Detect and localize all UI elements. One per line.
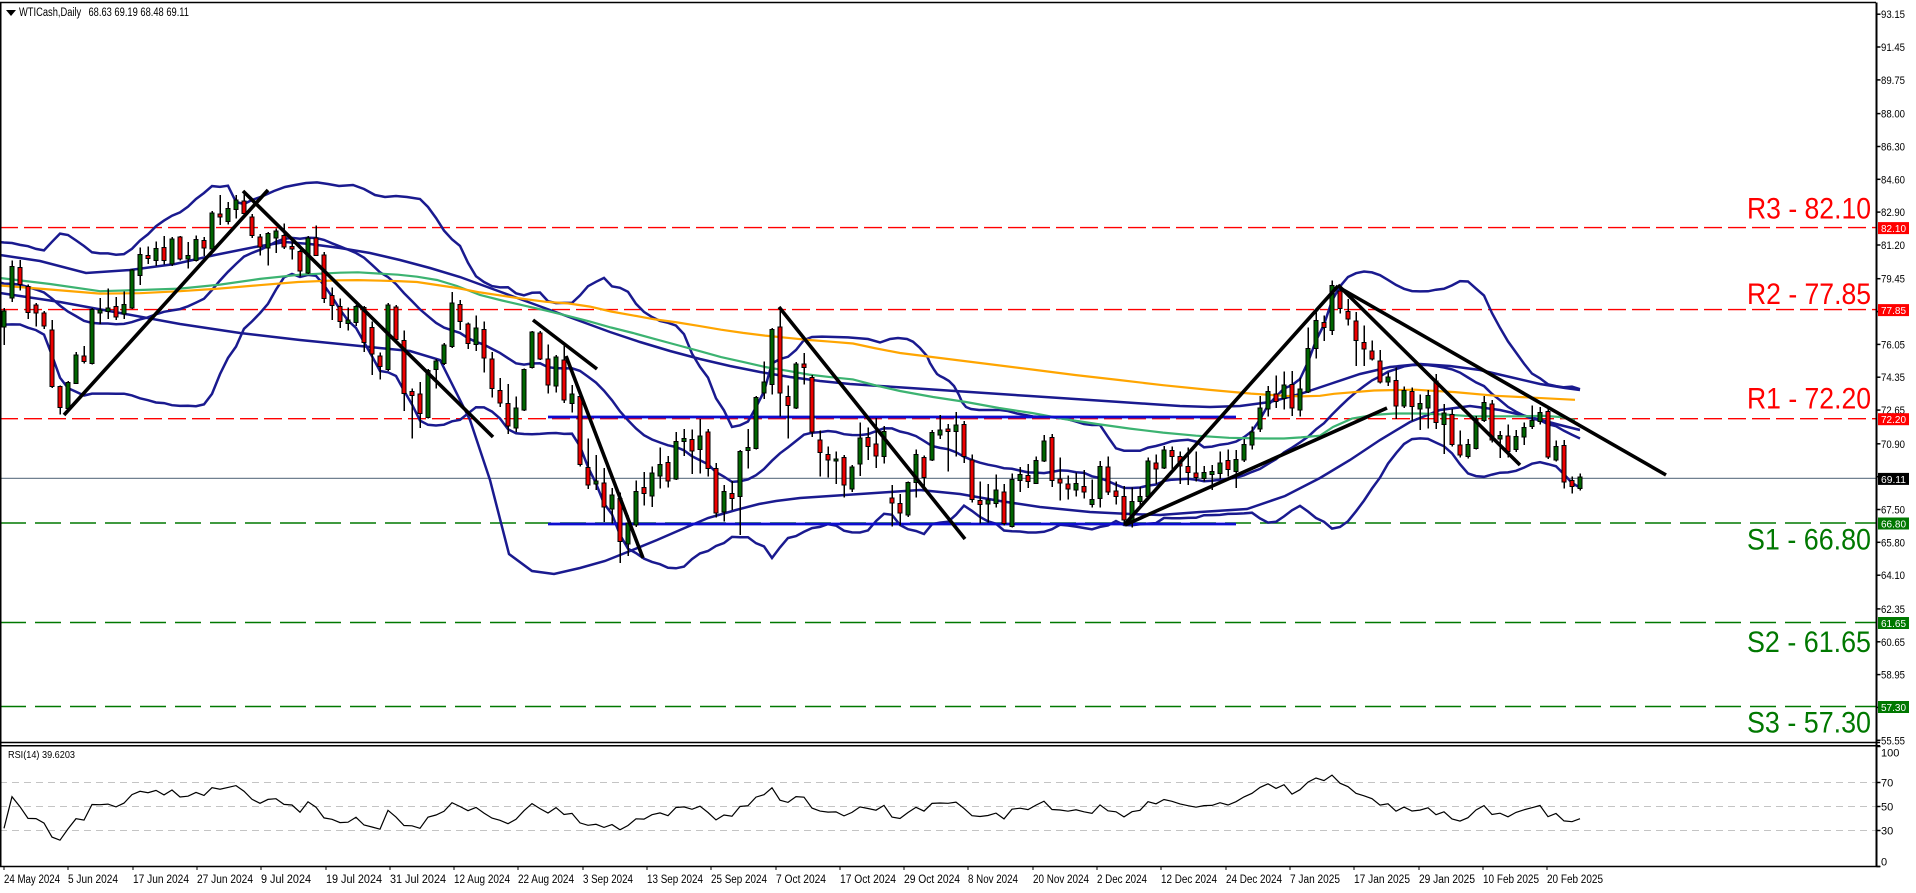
svg-text:20 Nov 2024: 20 Nov 2024	[1033, 874, 1090, 886]
svg-text:60.65: 60.65	[1881, 637, 1905, 649]
svg-text:100: 100	[1881, 748, 1899, 760]
svg-text:76.05: 76.05	[1881, 339, 1905, 351]
svg-text:64.10: 64.10	[1881, 570, 1905, 582]
svg-text:12 Aug 2024: 12 Aug 2024	[454, 874, 511, 886]
svg-text:61.65: 61.65	[1881, 618, 1906, 630]
svg-text:3 Sep 2024: 3 Sep 2024	[583, 874, 634, 886]
svg-text:30: 30	[1881, 826, 1893, 838]
svg-text:29 Jan 2025: 29 Jan 2025	[1419, 874, 1475, 886]
svg-text:66.80: 66.80	[1881, 519, 1906, 531]
svg-text:24 May 2024: 24 May 2024	[4, 874, 61, 886]
svg-text:RSI(14) 39.6203: RSI(14) 39.6203	[8, 749, 75, 761]
svg-text:72.20: 72.20	[1881, 414, 1906, 426]
svg-text:19 Jul 2024: 19 Jul 2024	[326, 874, 383, 886]
svg-text:29 Oct 2024: 29 Oct 2024	[904, 874, 961, 886]
svg-text:74.35: 74.35	[1881, 372, 1905, 384]
svg-text:20 Feb 2025: 20 Feb 2025	[1547, 874, 1603, 886]
svg-text:27 Jun 2024: 27 Jun 2024	[197, 874, 254, 886]
svg-text:10 Feb 2025: 10 Feb 2025	[1483, 874, 1539, 886]
svg-text:84.60: 84.60	[1881, 174, 1905, 186]
svg-text:79.45: 79.45	[1881, 274, 1905, 286]
svg-text:88.00: 88.00	[1881, 109, 1905, 121]
svg-text:R1 - 72.20: R1 - 72.20	[1747, 383, 1871, 416]
svg-text:89.75: 89.75	[1881, 75, 1905, 87]
svg-text:93.15: 93.15	[1881, 9, 1905, 21]
svg-text:S1 - 66.80: S1 - 66.80	[1747, 524, 1871, 557]
svg-text:13 Sep 2024: 13 Sep 2024	[647, 874, 704, 886]
svg-text:9 Jul 2024: 9 Jul 2024	[261, 874, 312, 886]
svg-text:81.20: 81.20	[1881, 240, 1905, 252]
svg-text:57.30: 57.30	[1881, 702, 1906, 714]
svg-text:86.30: 86.30	[1881, 142, 1905, 154]
svg-text:12 Dec 2024: 12 Dec 2024	[1161, 874, 1218, 886]
svg-text:67.50: 67.50	[1881, 505, 1905, 517]
svg-text:R3 - 82.10: R3 - 82.10	[1747, 193, 1871, 226]
svg-text:55.55: 55.55	[1881, 735, 1905, 747]
svg-text:70: 70	[1881, 778, 1893, 790]
svg-text:5 Jun 2024: 5 Jun 2024	[68, 874, 119, 886]
svg-text:31 Jul 2024: 31 Jul 2024	[390, 874, 447, 886]
svg-text:0: 0	[1881, 857, 1887, 869]
svg-text:WTICash,Daily 68.63 69.19 68.: WTICash,Daily 68.63 69.19 68.48 69.11	[19, 7, 189, 19]
svg-text:8 Nov 2024: 8 Nov 2024	[968, 874, 1019, 886]
svg-text:S3 - 57.30: S3 - 57.30	[1747, 707, 1871, 740]
svg-text:17 Jun 2024: 17 Jun 2024	[133, 874, 190, 886]
svg-text:17 Oct 2024: 17 Oct 2024	[840, 874, 897, 886]
svg-text:S2 - 61.65: S2 - 61.65	[1747, 626, 1871, 659]
svg-text:77.85: 77.85	[1881, 305, 1906, 317]
svg-text:62.35: 62.35	[1881, 604, 1905, 616]
svg-text:17 Jan 2025: 17 Jan 2025	[1354, 874, 1410, 886]
svg-text:65.80: 65.80	[1881, 537, 1905, 549]
svg-text:7 Jan 2025: 7 Jan 2025	[1290, 874, 1340, 886]
svg-text:R2 - 77.85: R2 - 77.85	[1747, 278, 1871, 311]
svg-text:69.11: 69.11	[1881, 474, 1906, 486]
svg-text:91.45: 91.45	[1881, 42, 1905, 54]
svg-text:2 Dec 2024: 2 Dec 2024	[1097, 874, 1148, 886]
svg-text:50: 50	[1881, 802, 1893, 814]
svg-text:24 Dec 2024: 24 Dec 2024	[1226, 874, 1283, 886]
svg-text:22 Aug 2024: 22 Aug 2024	[518, 874, 575, 886]
svg-text:58.95: 58.95	[1881, 670, 1905, 682]
svg-text:82.10: 82.10	[1881, 223, 1906, 235]
svg-text:25 Sep 2024: 25 Sep 2024	[711, 874, 768, 886]
svg-text:7 Oct 2024: 7 Oct 2024	[776, 874, 827, 886]
svg-text:82.90: 82.90	[1881, 207, 1905, 219]
svg-text:70.90: 70.90	[1881, 439, 1905, 451]
